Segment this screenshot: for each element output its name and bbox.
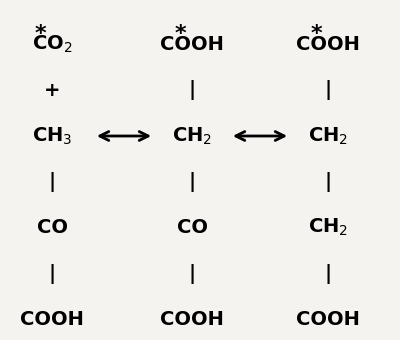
Text: +: + xyxy=(44,81,60,100)
Text: CO: CO xyxy=(36,218,68,237)
Text: CH$_2$: CH$_2$ xyxy=(172,125,212,147)
Text: CH$_2$: CH$_2$ xyxy=(308,217,348,238)
Text: |: | xyxy=(188,172,196,192)
Text: COOH: COOH xyxy=(160,35,224,54)
Text: CH$_3$: CH$_3$ xyxy=(32,125,72,147)
Text: COOH: COOH xyxy=(296,35,360,54)
Text: *: * xyxy=(310,24,322,44)
Text: |: | xyxy=(188,264,196,284)
Text: |: | xyxy=(188,80,196,100)
Text: |: | xyxy=(324,172,332,192)
Text: *: * xyxy=(174,24,186,44)
Text: |: | xyxy=(48,172,56,192)
Text: |: | xyxy=(324,264,332,284)
Text: COOH: COOH xyxy=(20,310,84,329)
Text: COOH: COOH xyxy=(160,310,224,329)
Text: COOH: COOH xyxy=(296,310,360,329)
Text: *: * xyxy=(34,24,46,44)
Text: |: | xyxy=(48,264,56,284)
Text: CO$_2$: CO$_2$ xyxy=(32,34,72,55)
Text: CH$_2$: CH$_2$ xyxy=(308,125,348,147)
Text: CO: CO xyxy=(176,218,208,237)
Text: |: | xyxy=(324,80,332,100)
